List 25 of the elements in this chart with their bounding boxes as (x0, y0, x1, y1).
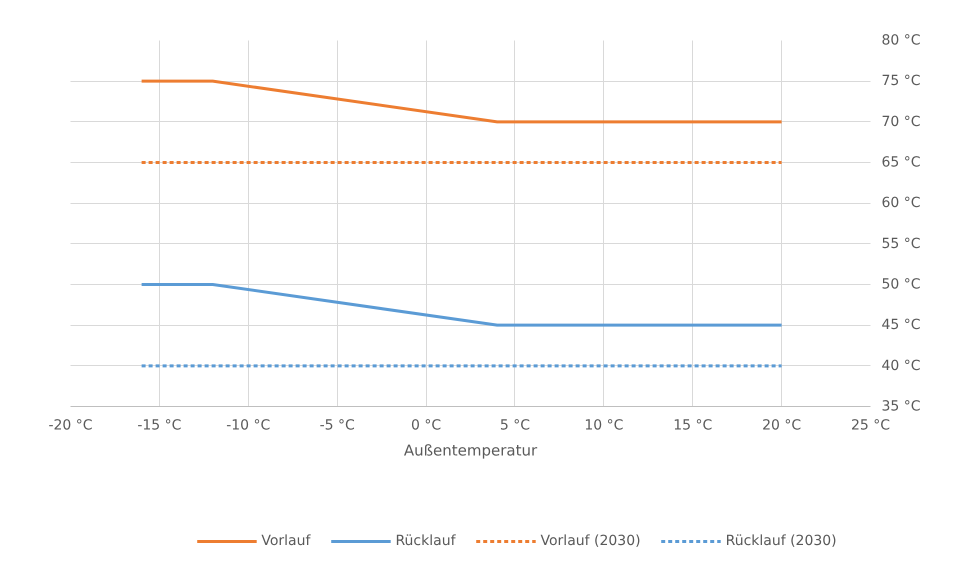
x-tick-label: 10 °C (584, 418, 624, 434)
x-tick-label: -10 °C (226, 418, 271, 434)
legend-label: Rücklauf (395, 533, 456, 549)
y-tick-label: 80 °C (882, 32, 921, 48)
y-tick-label: 45 °C (882, 317, 921, 334)
x-tick-label: -15 °C (137, 418, 182, 434)
y-tick-label: 65 °C (882, 154, 921, 170)
y-tick-label: 75 °C (882, 73, 921, 90)
x-tick-label: 15 °C (673, 418, 712, 434)
x-tick-label: 25 °C (850, 418, 890, 434)
x-tick-label: -5 °C (320, 418, 355, 434)
x-axis-title: Außentemperatur (404, 442, 538, 460)
x-tick-label: 20 °C (762, 418, 802, 434)
x-tick-label: -20 °C (48, 418, 93, 434)
y-tick-label: 50 °C (882, 276, 921, 292)
legend-label: Vorlauf (261, 533, 310, 549)
y-tick-label: 40 °C (882, 358, 921, 374)
x-tick-label: 5 °C (500, 418, 530, 434)
legend-label: Rücklauf (2030) (726, 533, 837, 549)
y-tick-label: 70 °C (882, 114, 921, 130)
y-tick-label: 55 °C (882, 236, 921, 252)
y-tick-label: 60 °C (882, 195, 921, 212)
x-tick-label: 0 °C (410, 418, 442, 434)
y-tick-label: 35 °C (882, 398, 921, 414)
legend-label: Vorlauf (2030) (540, 533, 641, 549)
